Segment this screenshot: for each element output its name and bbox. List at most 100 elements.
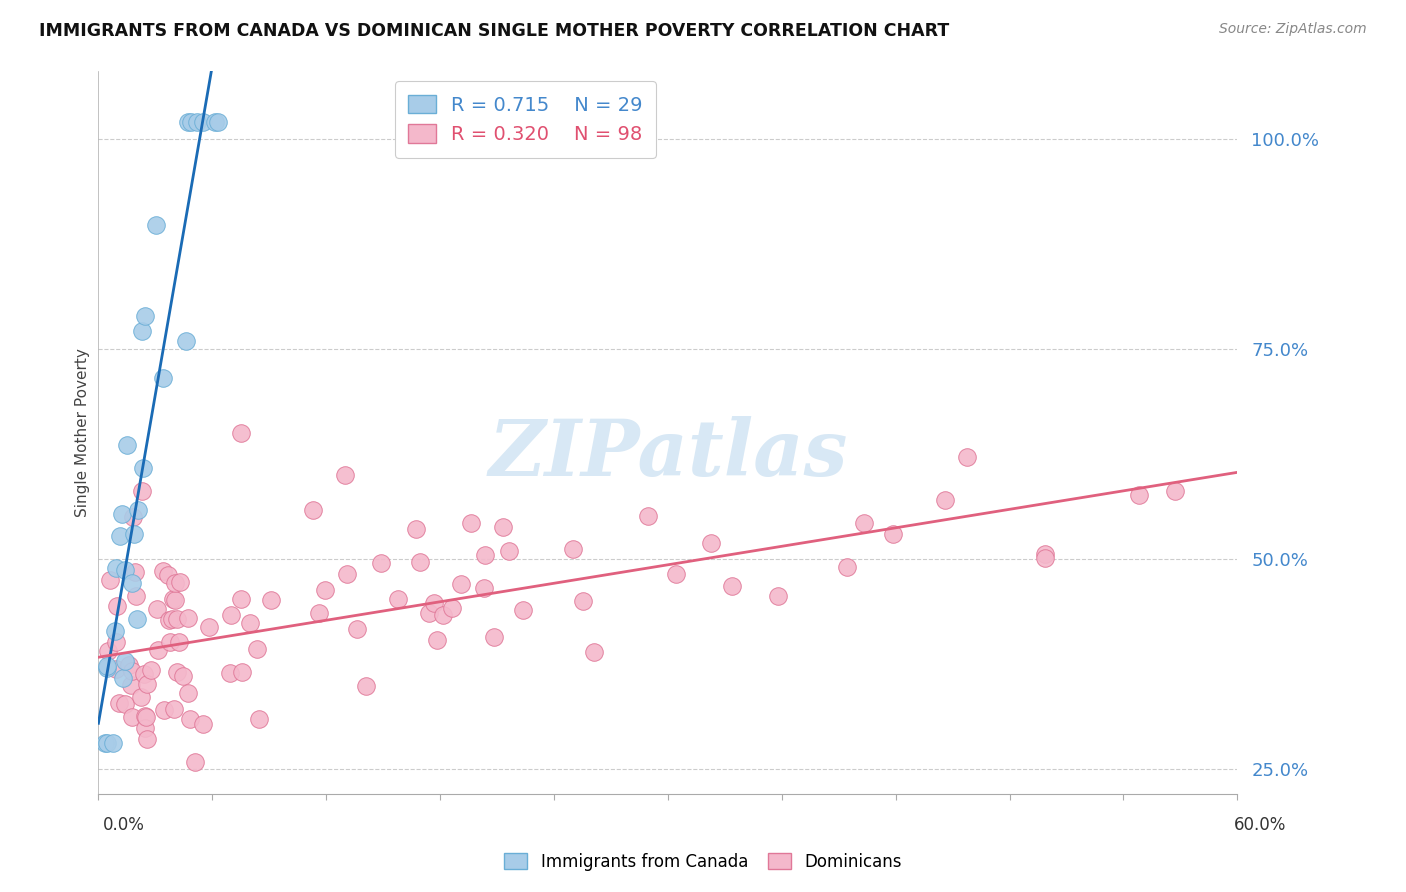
Point: [198, 619, 221, 633]
Legend: Immigrants from Canada, Dominicans: Immigrants from Canada, Dominicans: [495, 845, 911, 880]
Point: [160, 612, 183, 626]
Point: [105, 634, 128, 648]
Point: [124, 526, 146, 541]
Point: [207, 115, 229, 129]
Point: [302, 502, 325, 516]
Point: [114, 654, 136, 668]
Point: [637, 508, 659, 523]
Point: [882, 527, 904, 541]
Point: [308, 606, 330, 620]
Point: [1164, 484, 1187, 499]
Point: [153, 703, 176, 717]
Point: [561, 541, 583, 556]
Point: [484, 630, 506, 644]
Point: [165, 592, 187, 607]
Point: [132, 667, 155, 681]
Point: [132, 460, 155, 475]
Point: [231, 665, 253, 679]
Point: [108, 697, 131, 711]
Point: [572, 593, 595, 607]
Point: [131, 324, 153, 338]
Point: [118, 657, 141, 672]
Point: [96, 659, 118, 673]
Point: [124, 565, 146, 579]
Point: [721, 579, 744, 593]
Point: [96, 661, 118, 675]
Point: [94, 736, 117, 750]
Point: [387, 592, 409, 607]
Text: ZIPatlas: ZIPatlas: [488, 416, 848, 492]
Point: [115, 438, 138, 452]
Point: [146, 643, 169, 657]
Point: [498, 544, 520, 558]
Point: [423, 596, 446, 610]
Point: [125, 590, 148, 604]
Point: [129, 690, 152, 704]
Point: [162, 701, 184, 715]
Point: [409, 554, 432, 568]
Point: [152, 565, 174, 579]
Point: [231, 591, 253, 606]
Point: [105, 561, 128, 575]
Point: [145, 218, 167, 232]
Point: [346, 622, 368, 636]
Point: [101, 736, 124, 750]
Point: [472, 582, 495, 596]
Point: [247, 712, 270, 726]
Point: [1128, 488, 1150, 502]
Point: [426, 633, 449, 648]
Y-axis label: Single Mother Poverty: Single Mother Poverty: [75, 348, 90, 517]
Point: [166, 665, 188, 679]
Point: [766, 589, 789, 603]
Point: [512, 603, 534, 617]
Point: [157, 567, 180, 582]
Point: [180, 115, 202, 129]
Point: [1035, 547, 1057, 561]
Point: [165, 575, 187, 590]
Point: [356, 679, 378, 693]
Point: [184, 756, 207, 770]
Point: [665, 567, 688, 582]
Point: [231, 425, 253, 440]
Point: [98, 574, 121, 588]
Point: [260, 593, 283, 607]
Point: [165, 821, 187, 835]
Point: [111, 671, 134, 685]
Text: IMMIGRANTS FROM CANADA VS DOMINICAN SINGLE MOTHER POVERTY CORRELATION CHART: IMMIGRANTS FROM CANADA VS DOMINICAN SING…: [39, 22, 949, 40]
Point: [186, 115, 208, 129]
Point: [104, 624, 127, 638]
Point: [159, 634, 181, 648]
Point: [700, 536, 723, 550]
Point: [122, 510, 145, 524]
Point: [246, 641, 269, 656]
Point: [125, 612, 148, 626]
Point: [139, 664, 162, 678]
Point: [432, 607, 454, 622]
Point: [336, 567, 359, 582]
Point: [152, 370, 174, 384]
Point: [97, 644, 120, 658]
Text: 0.0%: 0.0%: [103, 816, 145, 834]
Point: [114, 563, 136, 577]
Point: [136, 731, 159, 746]
Point: [370, 556, 392, 570]
Point: [108, 529, 131, 543]
Point: [172, 669, 194, 683]
Point: [121, 664, 143, 678]
Point: [121, 710, 143, 724]
Point: [239, 615, 262, 630]
Point: [104, 661, 127, 675]
Text: 60.0%: 60.0%: [1234, 816, 1286, 834]
Point: [956, 450, 979, 465]
Point: [134, 722, 156, 736]
Point: [333, 467, 356, 482]
Text: Source: ZipAtlas.com: Source: ZipAtlas.com: [1219, 22, 1367, 37]
Point: [120, 678, 142, 692]
Point: [474, 548, 496, 562]
Point: [157, 613, 180, 627]
Point: [450, 577, 472, 591]
Point: [174, 334, 197, 348]
Point: [176, 115, 198, 129]
Point: [121, 576, 143, 591]
Point: [135, 710, 157, 724]
